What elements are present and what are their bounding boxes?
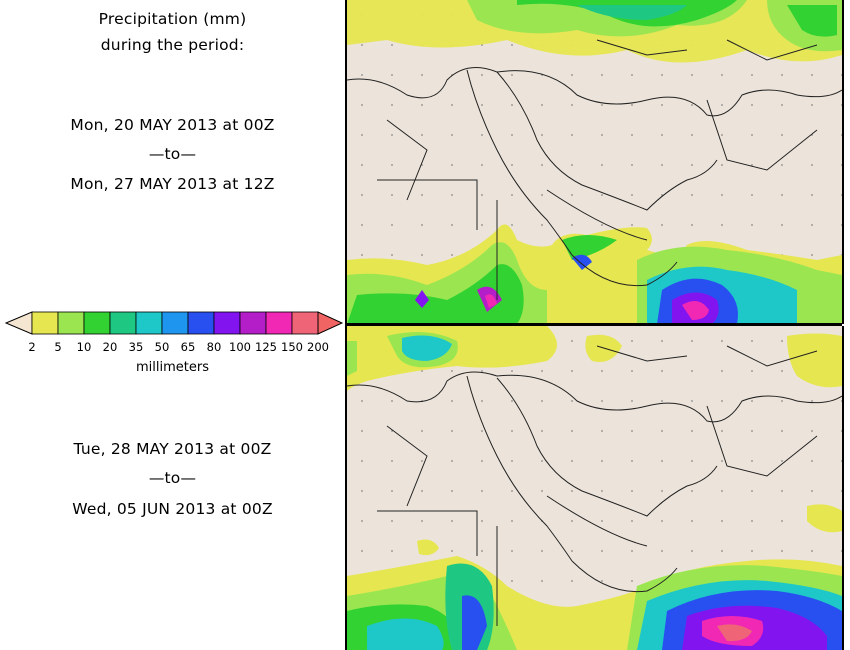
- legend-tick-label: 80: [206, 340, 222, 354]
- legend-swatch: [109, 311, 137, 335]
- legend-colorbar: [4, 311, 344, 335]
- legend-swatch: [291, 311, 319, 335]
- legend-tick-label: 20: [102, 340, 118, 354]
- legend-swatch: [57, 311, 85, 335]
- legend-swatch: [187, 311, 215, 335]
- precip-south: [347, 504, 842, 650]
- period2-separator: —to—: [148, 469, 197, 487]
- legend-tick-label: 2: [28, 340, 36, 354]
- legend-tick-label: 50: [154, 340, 170, 354]
- legend-tick-label: 5: [54, 340, 62, 354]
- title-line-1: Precipitation (mm): [98, 10, 247, 28]
- precip-north-band: [347, 0, 842, 63]
- period2-end: Wed, 05 JUN 2013 at 00Z: [72, 500, 273, 518]
- legend-swatch: [213, 311, 241, 335]
- legend-swatch: [265, 311, 293, 335]
- legend-tick-label: 125: [255, 340, 277, 354]
- period1-separator: —to—: [148, 145, 197, 163]
- map-period1-graphic: [347, 0, 842, 324]
- map-period2: [345, 326, 844, 650]
- legend-tick-label: 35: [128, 340, 144, 354]
- legend-tick-label: 65: [180, 340, 196, 354]
- legend-swatch: [161, 311, 189, 335]
- period1-start: Mon, 20 MAY 2013 at 00Z: [70, 116, 275, 134]
- legend-swatch: [83, 311, 111, 335]
- period2-start: Tue, 28 MAY 2013 at 00Z: [73, 440, 272, 458]
- precip-north: [347, 326, 842, 391]
- map-borders: [347, 39, 842, 300]
- map-period1: [345, 0, 844, 324]
- info-panel: Precipitation (mm) during the period: Mo…: [0, 0, 345, 650]
- map-borders-2: [347, 345, 842, 626]
- legend-tick-label: 100: [229, 340, 251, 354]
- map-divider: [345, 323, 842, 326]
- title-line-2: during the period:: [100, 36, 245, 54]
- legend-tick-label: 10: [76, 340, 92, 354]
- color-legend: 2 5 10 20 35 50 65 80 100 125 150 200 millimeters: [0, 308, 345, 378]
- legend-tick-label: 150: [281, 340, 303, 354]
- legend-tick-label: 200: [307, 340, 329, 354]
- legend-arrow-high: [317, 311, 344, 335]
- legend-units: millimeters: [136, 360, 209, 375]
- legend-swatch: [239, 311, 267, 335]
- legend-swatch: [31, 311, 59, 335]
- legend-arrow-low: [4, 311, 33, 335]
- map-period2-graphic: [347, 326, 842, 650]
- period1-end: Mon, 27 MAY 2013 at 12Z: [70, 175, 275, 193]
- legend-swatch: [135, 311, 163, 335]
